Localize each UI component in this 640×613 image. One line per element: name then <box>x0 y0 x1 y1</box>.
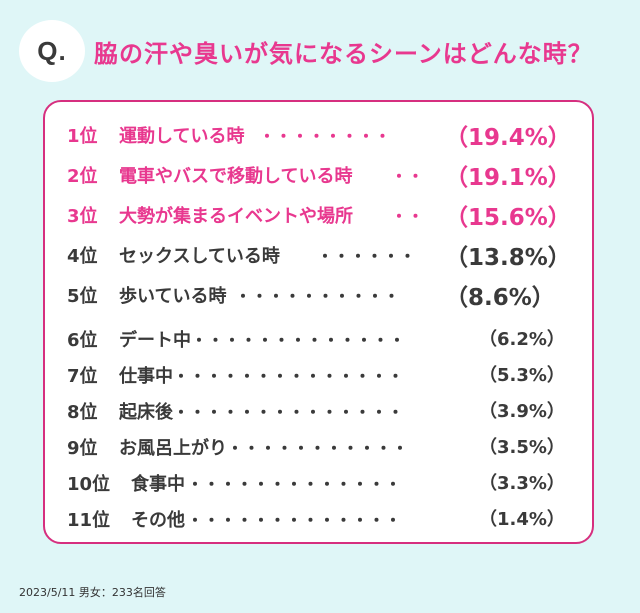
percent-value: （15.6%） <box>445 205 571 231</box>
rank-label: 8位 <box>67 402 98 423</box>
leader-dots: ・・・・・・・・・・・・・・ <box>173 367 405 386</box>
percent-value: （19.4%） <box>445 125 571 151</box>
percent-value: （3.5%） <box>479 437 565 458</box>
scene-label: 運動している時 <box>119 126 245 147</box>
scene-label: 食事中 <box>131 474 185 495</box>
question-badge: Q. <box>19 20 85 82</box>
ranking-row-2: 2位 電車やバスで移動している時 ・・ （19.1%） <box>45 156 592 191</box>
percent-value: （6.2%） <box>479 329 565 350</box>
rank-label: 6位 <box>67 330 98 351</box>
rank-label: 7位 <box>67 366 98 387</box>
percent-value: （19.1%） <box>445 165 571 191</box>
scene-label: 大勢が集まるイベントや場所 <box>119 206 353 227</box>
scene-label: 歩いている時 <box>119 286 227 307</box>
survey-footnote: 2023/5/11 男女：233名回答 <box>19 586 166 599</box>
rank-label: 2位 <box>67 166 98 187</box>
rank-label: 11位 <box>67 510 111 531</box>
rank-label: 4位 <box>67 246 98 267</box>
percent-value: （13.8%） <box>445 245 571 271</box>
scene-label: 電車やバスで移動している時 <box>119 166 353 187</box>
leader-dots: ・・・・・・・・・・・ <box>227 439 409 458</box>
rank-label: 1位 <box>67 126 98 147</box>
ranking-row-4: 4位 セックスしている時 ・・・・・・ （13.8%） <box>45 236 592 271</box>
ranking-row-9: 9位 お風呂上がり ・・・・・・・・・・・ （3.5%） <box>45 428 592 462</box>
ranking-row-7: 7位 仕事中 ・・・・・・・・・・・・・・ （5.3%） <box>45 356 592 390</box>
rank-label: 3位 <box>67 206 98 227</box>
scene-label: 起床後 <box>119 402 173 423</box>
leader-dots: ・・・・・・ <box>317 247 417 266</box>
ranking-row-11: 11位 その他 ・・・・・・・・・・・・・ （1.4%） <box>45 500 592 534</box>
leader-dots: ・・ <box>391 207 425 226</box>
rank-label: 9位 <box>67 438 98 459</box>
ranking-row-3: 3位 大勢が集まるイベントや場所 ・・ （15.6%） <box>45 196 592 231</box>
ranking-row-10: 10位 食事中 ・・・・・・・・・・・・・ （3.3%） <box>45 464 592 498</box>
rank-label: 10位 <box>67 474 111 495</box>
scene-label: セックスしている時 <box>119 246 280 267</box>
scene-label: デート中 <box>119 330 191 351</box>
percent-value: （1.4%） <box>479 509 565 530</box>
leader-dots: ・・・・・・・・・・ <box>235 287 401 306</box>
ranking-row-5: 5位 歩いている時 ・・・・・・・・・・ （8.6%） <box>45 276 592 311</box>
percent-value: （8.6%） <box>445 285 555 311</box>
leader-dots: ・・・・・・・・・・・・・・ <box>173 403 405 422</box>
question-title: 脇の汗や臭いが気になるシーンはどんな時？ <box>94 40 593 68</box>
leader-dots: ・・・・・・・・・・・・・ <box>187 475 402 494</box>
ranking-row-1: 1位 運動している時 ・・・・・・・・ （19.4%） <box>45 116 592 151</box>
ranking-row-8: 8位 起床後 ・・・・・・・・・・・・・・ （3.9%） <box>45 392 592 426</box>
ranking-row-6: 6位 デート中 ・・・・・・・・・・・・・ （6.2%） <box>45 320 592 354</box>
ranking-card: 1位 運動している時 ・・・・・・・・ （19.4%） 2位 電車やバスで移動し… <box>43 100 594 544</box>
leader-dots: ・・ <box>391 167 425 186</box>
scene-label: 仕事中 <box>119 366 173 387</box>
scene-label: その他 <box>131 510 185 531</box>
percent-value: （3.9%） <box>479 401 565 422</box>
percent-value: （5.3%） <box>479 365 565 386</box>
rank-label: 5位 <box>67 286 98 307</box>
scene-label: お風呂上がり <box>119 438 227 459</box>
leader-dots: ・・・・・・・・・・・・・ <box>187 511 402 530</box>
percent-value: （3.3%） <box>479 473 565 494</box>
leader-dots: ・・・・・・・・ <box>259 127 392 146</box>
leader-dots: ・・・・・・・・・・・・・ <box>191 331 406 350</box>
